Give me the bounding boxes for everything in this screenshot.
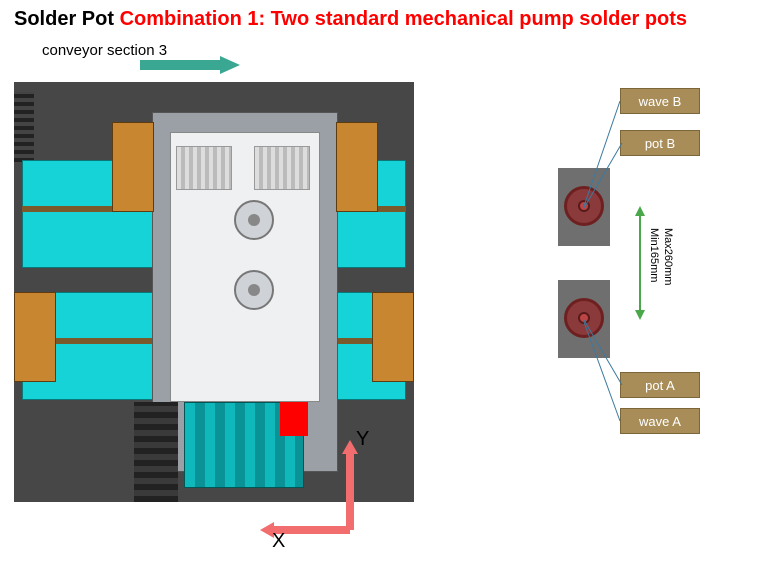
pump-upper-icon	[234, 200, 274, 240]
motor-block-bl	[14, 292, 56, 382]
pot-schematic: wave B pot B pot A wave A Min165mm Max26…	[540, 88, 770, 468]
vent-grille-right	[254, 146, 310, 190]
red-marker-icon	[280, 402, 308, 436]
pump-lower-icon	[234, 270, 274, 310]
distance-arrow-icon	[630, 206, 650, 320]
cable-track-icon	[134, 402, 178, 502]
page-title: Solder Pot Combination 1: Two standard m…	[14, 8, 687, 31]
title-main: Combination 1: Two standard mechanical p…	[120, 8, 687, 30]
vent-grille-left	[176, 146, 232, 190]
conveyor-arrow-icon	[140, 56, 240, 74]
machine-top-view	[14, 82, 414, 502]
motor-block-tl	[112, 122, 154, 212]
cable-chain-icon	[14, 92, 34, 162]
distance-min-label: Min165mm	[648, 228, 660, 282]
axis-y-label: Y	[356, 428, 369, 451]
motor-block-tr	[336, 122, 378, 212]
motor-block-br	[372, 292, 414, 382]
axis-x-label: X	[272, 530, 285, 553]
distance-max-label: Max260mm	[662, 228, 674, 285]
title-prefix: Solder Pot	[14, 8, 114, 30]
